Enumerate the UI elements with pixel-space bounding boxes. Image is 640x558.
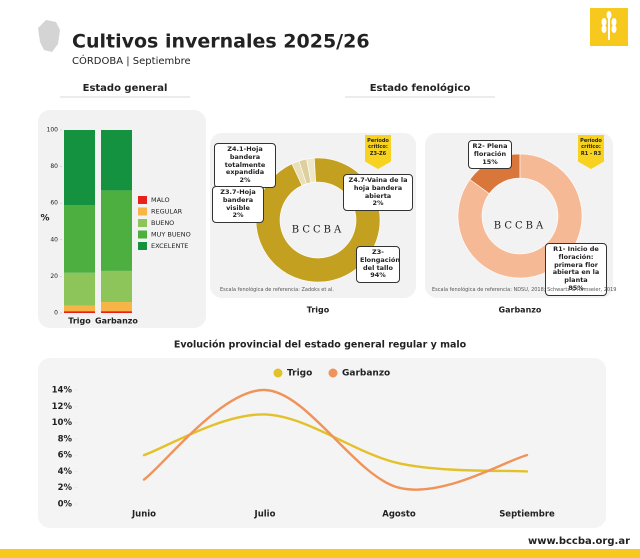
page-subtitle: CÓRDOBA | Septiembre: [72, 54, 191, 67]
section-title: Estado general: [83, 83, 168, 94]
footer-url: www.bccba.org.ar: [528, 536, 630, 547]
panel: [38, 358, 606, 528]
slice-value-label: 94%: [370, 271, 386, 280]
legend-marker: [273, 368, 283, 378]
legend-swatch: [138, 230, 147, 239]
slice-callout: Z3-Elongación del tallo 94%: [356, 246, 400, 284]
y-tick-label: 60: [50, 200, 58, 207]
pie-caption: Garbanzo: [499, 306, 542, 315]
page-title: Cultivos invernales 2025/26: [72, 31, 370, 53]
slice-callout: Z4.7-Vaina de la hoja bandera abierta 2%: [343, 174, 413, 212]
slice-callout: Z4.1-Hoja bandera totalmente expandida 2%: [214, 143, 276, 188]
wheat-icon: [601, 11, 617, 40]
bar-segment: [101, 302, 132, 312]
slice-callout: Z3.7-Hoja bandera visible 2%: [212, 186, 264, 224]
x-tick-label: Garbanzo: [95, 317, 138, 326]
legend-swatch: [138, 219, 147, 227]
legend-swatch: [138, 207, 147, 216]
map-icon: [38, 20, 60, 52]
slice-value-label: 2%: [239, 176, 251, 185]
bar-segment: [64, 311, 95, 313]
legend-marker: [328, 368, 338, 378]
slice-label: R1- Inicio de floración: primera flor ab…: [552, 245, 600, 285]
legend-label: REGULAR: [151, 208, 183, 216]
y-tick-label: 20: [50, 273, 58, 280]
source-note: Escala fenológica de referencia: NDSU, 2…: [432, 287, 617, 293]
y-tick-label: 6%: [58, 451, 73, 461]
section-title: Estado fenológico: [370, 82, 471, 94]
x-tick-label: Trigo: [68, 317, 91, 326]
legend-label: BUENO: [151, 219, 174, 227]
bar-segment: [64, 305, 95, 312]
y-tick-label: 14%: [52, 386, 73, 396]
y-tick-label: 2%: [58, 483, 73, 493]
legend-label: Trigo: [287, 369, 312, 379]
y-tick-label: 40: [50, 236, 58, 243]
watermark: BCCBA: [292, 225, 344, 236]
slice-value-label: 2%: [372, 199, 384, 208]
bar-segment: [64, 205, 95, 273]
slice-value-label: 2%: [232, 211, 244, 220]
legend-label: MUY BUENO: [151, 231, 191, 239]
slice-callout: R2- Plena floración 15%: [468, 140, 512, 170]
bar-segment: [101, 130, 132, 191]
x-tick-label: Julio: [254, 510, 276, 520]
bar-segment: [64, 272, 95, 306]
y-tick-label: 0%: [58, 500, 73, 510]
slice-value-label: 15%: [482, 157, 498, 166]
legend-label: MALO: [151, 196, 170, 204]
source-note: Escala fenológica de referencia: Zadoks …: [220, 287, 334, 293]
legend-label: Garbanzo: [342, 369, 390, 379]
watermark: BCCBA: [494, 221, 546, 232]
x-tick-label: Agosto: [382, 510, 416, 520]
x-tick-label: Junio: [131, 510, 156, 520]
y-tick-label: 0: [54, 310, 58, 317]
slice-label: Z4.1-Hoja bandera totalmente expandida: [224, 145, 266, 177]
critical-period-badge: Período crítico: R1 - R3: [578, 135, 604, 169]
line-series: [142, 388, 529, 491]
bar-segment: [101, 270, 132, 303]
footer-stripe: [0, 549, 640, 558]
bar-segment: [101, 190, 132, 271]
y-axis-label: %: [40, 214, 49, 224]
slice-value-label: 85%: [568, 283, 584, 292]
y-tick-label: 8%: [58, 434, 73, 444]
y-tick-label: 100: [47, 127, 59, 134]
slice-label: Z3.7-Hoja bandera visible: [220, 188, 256, 212]
y-tick-label: 10%: [52, 418, 73, 428]
slice-label: R2- Plena floración: [472, 142, 508, 158]
chart-title: Evolución provincial del estado general …: [174, 340, 467, 351]
x-tick-label: Septiembre: [499, 510, 555, 520]
legend-swatch: [138, 196, 147, 204]
legend-label: EXCELENTE: [151, 242, 188, 250]
slice-callout: R1- Inicio de floración: primera flor ab…: [545, 243, 607, 296]
y-tick-label: 80: [50, 163, 58, 170]
bar-segment: [101, 311, 132, 313]
slice-label: Z4.7-Vaina de la hoja bandera abierta: [348, 176, 408, 200]
y-tick-label: 4%: [58, 467, 73, 477]
pie-caption: Trigo: [307, 306, 330, 315]
y-tick-label: 12%: [52, 402, 73, 412]
critical-period-badge: Período crítico: Z3-Z6: [365, 135, 391, 169]
legend-swatch: [138, 242, 147, 250]
slice-label: Z3-Elongación del tallo: [360, 248, 400, 272]
bar-segment: [64, 130, 95, 206]
